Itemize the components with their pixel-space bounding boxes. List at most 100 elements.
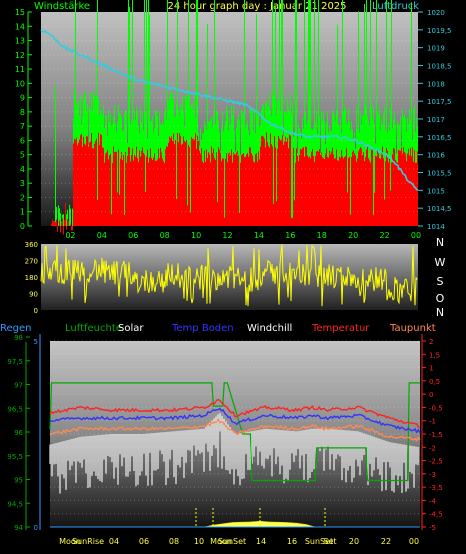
x-tick-label: 14 [254, 231, 264, 240]
x-label: Moon [59, 537, 81, 546]
temp-tick-label: -2 [429, 444, 436, 452]
x-label: Set [323, 537, 336, 546]
y-right-tick-label: 1019 [427, 45, 445, 53]
x-label: 16 [287, 537, 297, 546]
y-left-tick-label: 1 [20, 208, 25, 217]
temp-tick-label: 1 [429, 365, 433, 373]
x-tick-label: 06 [128, 231, 138, 240]
legend-entry: Temperatur [311, 323, 370, 334]
x-label: 08 [169, 537, 179, 546]
humidity-tick-label: 96 [14, 429, 23, 437]
y-tick-label: 90 [29, 291, 38, 299]
legend-entry: Temp Boden [171, 323, 234, 334]
temp-tick-label: -2,5 [429, 458, 443, 466]
temp-tick-label: -4,5 [429, 511, 443, 519]
x-label: SunSet [305, 537, 333, 546]
y-left-tick-label: 2 [20, 193, 25, 202]
temp-tick-label: -1,5 [429, 431, 443, 439]
y-left-tick-label: 4 [20, 165, 25, 174]
y-right-tick-label: 1017,5 [427, 98, 452, 106]
legend-entry: Windchill [247, 323, 292, 334]
y-right-ticks-3: 2 1,5 1 0,5 0 -0,5 -1 -1,5 -2 -2,5 -3 -3,5 -4 -4,5 -5 [422, 338, 443, 532]
x-tick-label: 20 [348, 231, 358, 240]
x-label: 10 [194, 537, 204, 546]
x-tick-label: 00 [411, 231, 421, 240]
pressure-line [40, 29, 419, 191]
temp-tick-label: -0,5 [429, 404, 443, 412]
y-right-tick-label: 1016 [427, 152, 445, 160]
legend-entry: Regen [0, 323, 32, 334]
humidity-tick-label: 96,5 [7, 405, 23, 413]
right-axis-title: Luftdruck [372, 1, 419, 12]
y-left-tick-label: 7 [20, 122, 25, 131]
y-left-tick-label: 15 [15, 8, 25, 17]
compass-label: O [436, 292, 445, 305]
y-right-ticks-1: 1014 1014,5 1015 1015,5 1016 1016,5 1017 1017,5… [418, 9, 452, 231]
y-tick-label: 270 [25, 258, 38, 266]
temp-boden-series [49, 407, 421, 434]
x-label: SunSet [218, 537, 246, 546]
legend-entry: Taupunkt [389, 323, 436, 334]
x-tick-label: 10 [191, 231, 201, 240]
temp-tick-label: -4 [429, 497, 437, 505]
x-tick-label: 12 [222, 231, 232, 240]
x-tick-label: 02 [65, 231, 75, 240]
humidity-tick-label: 97,5 [7, 358, 23, 366]
x-label: 04 [109, 537, 119, 546]
y-ticks-2: 0 90 180 270 360 [25, 241, 38, 315]
compass-label: N [436, 236, 444, 249]
y-right-tick-label: 1015,5 [427, 170, 452, 178]
regen-tick-label: 0 [34, 524, 38, 532]
grid-1 [41, 25, 418, 213]
humidity-tick-label: 98 [14, 334, 23, 342]
y-right-tick-label: 1018,5 [427, 63, 452, 71]
legend-entry: Solar [118, 323, 144, 334]
temp-tick-label: 0 [429, 391, 433, 399]
pressure-series [40, 29, 419, 191]
y-right-tick-label: 1014 [427, 223, 445, 231]
x-label: 14 [256, 537, 266, 546]
x-label: SunRise [72, 537, 104, 546]
temp-tick-label: 0,5 [429, 378, 440, 386]
y-right-tick-label: 1014,5 [427, 205, 452, 213]
y-tick-label: 0 [34, 307, 38, 315]
taupunkt-series [49, 418, 421, 442]
chart-title: 24 hour graph day : Januar 21 2025 [167, 1, 346, 12]
wind-pressure-panel: 24 hour graph day : Januar 21 2025 Winds… [15, 0, 452, 240]
humidity-series [49, 382, 420, 482]
wind-direction-line [40, 244, 418, 307]
x-tick-label: 16 [285, 231, 295, 240]
x-ticks-1: 02 04 06 08 10 12 14 16 18 20 22 00 [65, 231, 421, 240]
x-label: 00 [409, 537, 419, 546]
x-tick-label: 18 [317, 231, 327, 240]
regen-tick-label: 5 [34, 338, 38, 346]
climate-series [49, 382, 421, 528]
y-left-tick-label: 6 [20, 136, 25, 145]
y-right-tick-label: 1015 [427, 187, 445, 195]
y-left-ticks-3: 94 94,5 95 95,5 96 96,5 97 97,5 98 0 5 [7, 334, 38, 532]
y-right-tick-label: 1017 [427, 116, 445, 124]
humidity-tick-label: 94 [14, 524, 23, 532]
y-left-tick-label: 5 [20, 151, 25, 160]
humidity-tick-label: 95 [14, 477, 23, 485]
y-right-tick-label: 1019,5 [427, 27, 452, 35]
compass-label: N [436, 306, 444, 319]
wind-bars [51, 0, 418, 235]
humidity-tick-label: 97 [14, 382, 23, 390]
x-tick-label: 08 [160, 231, 170, 240]
y-right-tick-label: 1018 [427, 80, 445, 88]
temperatur-series [49, 398, 421, 429]
y-left-tick-label: 0 [20, 222, 25, 231]
temp-tick-label: -1 [429, 418, 436, 426]
y-tick-label: 180 [25, 274, 38, 282]
y-left-tick-label: 3 [20, 179, 25, 188]
temp-tick-label: -5 [429, 524, 436, 532]
y-left-tick-label: 12 [15, 51, 25, 60]
x-label: 22 [381, 537, 391, 546]
y-left-tick-label: 13 [15, 37, 25, 46]
